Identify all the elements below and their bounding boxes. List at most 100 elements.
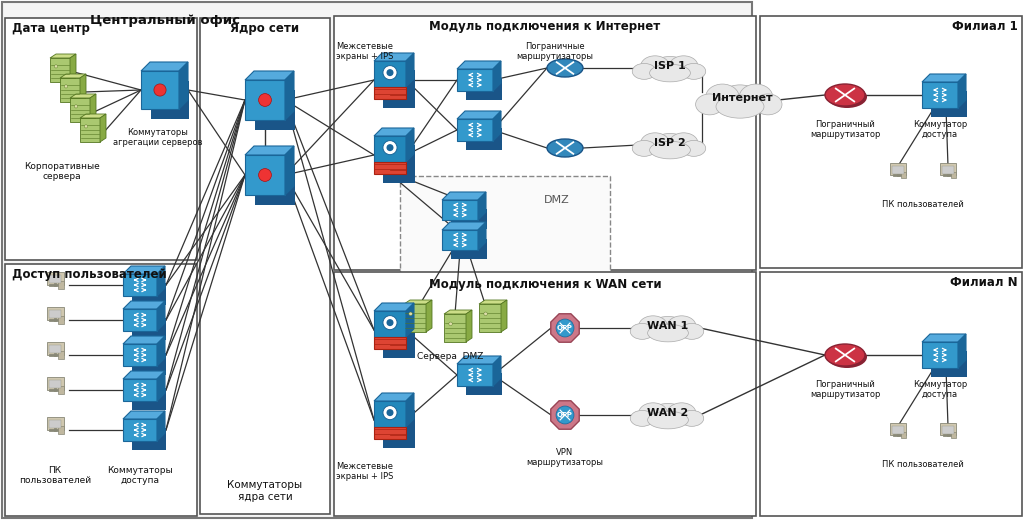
Ellipse shape bbox=[641, 133, 670, 153]
Circle shape bbox=[386, 144, 393, 151]
Polygon shape bbox=[157, 411, 165, 441]
Polygon shape bbox=[374, 53, 414, 61]
Text: Интернет: Интернет bbox=[712, 93, 772, 103]
Text: Межсетевые
экраны + IPS: Межсетевые экраны + IPS bbox=[336, 42, 393, 61]
Bar bbox=[942, 426, 953, 434]
Ellipse shape bbox=[825, 344, 865, 366]
Polygon shape bbox=[70, 54, 76, 82]
Polygon shape bbox=[90, 94, 96, 122]
Ellipse shape bbox=[680, 323, 703, 340]
Bar bbox=[760, 16, 1022, 268]
Ellipse shape bbox=[632, 63, 656, 80]
Text: ISP 1: ISP 1 bbox=[654, 61, 686, 71]
Polygon shape bbox=[493, 111, 501, 141]
Bar bbox=[46, 342, 63, 355]
Ellipse shape bbox=[639, 316, 668, 336]
Text: ISP 2: ISP 2 bbox=[654, 138, 686, 148]
Polygon shape bbox=[406, 303, 414, 337]
Bar bbox=[245, 80, 285, 120]
Circle shape bbox=[54, 65, 57, 68]
Bar bbox=[466, 373, 502, 395]
Polygon shape bbox=[374, 393, 414, 401]
Text: DMZ: DMZ bbox=[544, 195, 570, 205]
Circle shape bbox=[383, 140, 397, 154]
Circle shape bbox=[556, 319, 574, 337]
Text: ПК
пользователей: ПК пользователей bbox=[18, 466, 91, 485]
Bar bbox=[374, 311, 406, 337]
Bar bbox=[940, 423, 955, 435]
Bar bbox=[457, 119, 493, 141]
Text: Пограничный
маршрутизатор: Пограничный маршрутизатор bbox=[810, 120, 881, 139]
Circle shape bbox=[259, 94, 271, 107]
Text: VPN
маршрутизаторы: VPN маршрутизаторы bbox=[526, 448, 603, 467]
Bar bbox=[400, 176, 610, 361]
Ellipse shape bbox=[649, 64, 690, 82]
Polygon shape bbox=[922, 334, 966, 342]
Text: ПК пользователей: ПК пользователей bbox=[882, 200, 964, 209]
Bar bbox=[890, 423, 905, 435]
Ellipse shape bbox=[668, 403, 696, 423]
Polygon shape bbox=[157, 301, 165, 331]
Text: Коммутаторы
ядра сети: Коммутаторы ядра сети bbox=[227, 480, 302, 502]
Polygon shape bbox=[426, 300, 432, 332]
Bar bbox=[123, 419, 157, 441]
Bar bbox=[374, 136, 406, 162]
Polygon shape bbox=[157, 266, 165, 296]
Ellipse shape bbox=[706, 84, 739, 110]
Polygon shape bbox=[479, 300, 507, 304]
Circle shape bbox=[75, 105, 78, 108]
Polygon shape bbox=[157, 336, 165, 366]
Bar bbox=[50, 58, 70, 82]
Bar bbox=[374, 427, 406, 439]
Bar bbox=[5, 18, 197, 260]
Text: WAN 2: WAN 2 bbox=[647, 408, 688, 418]
Bar bbox=[374, 337, 406, 349]
Ellipse shape bbox=[695, 94, 724, 115]
Polygon shape bbox=[958, 74, 966, 108]
Ellipse shape bbox=[547, 59, 583, 77]
Polygon shape bbox=[466, 310, 472, 342]
Ellipse shape bbox=[668, 316, 696, 336]
Circle shape bbox=[556, 406, 574, 424]
Circle shape bbox=[386, 69, 393, 76]
Bar bbox=[132, 388, 166, 410]
Bar bbox=[466, 78, 502, 100]
Ellipse shape bbox=[670, 56, 698, 76]
Polygon shape bbox=[406, 128, 414, 162]
Bar bbox=[760, 272, 1022, 516]
Bar bbox=[200, 18, 330, 514]
Bar bbox=[58, 386, 65, 394]
Bar bbox=[123, 379, 157, 401]
Polygon shape bbox=[404, 300, 432, 304]
Polygon shape bbox=[123, 371, 165, 379]
Polygon shape bbox=[100, 114, 106, 142]
Text: Коммутаторы
агрегации серверов: Коммутаторы агрегации серверов bbox=[114, 128, 203, 147]
Ellipse shape bbox=[649, 404, 687, 426]
Text: Модуль подключения к Интернет: Модуль подключения к Интернет bbox=[429, 20, 660, 33]
Polygon shape bbox=[478, 222, 486, 250]
Circle shape bbox=[386, 319, 393, 326]
Ellipse shape bbox=[754, 94, 782, 115]
Polygon shape bbox=[80, 114, 106, 118]
Polygon shape bbox=[457, 61, 501, 69]
Bar bbox=[383, 70, 415, 108]
Bar bbox=[442, 200, 478, 220]
Text: Пограничный
маршрутизатор: Пограничный маршрутизатор bbox=[810, 380, 881, 399]
Circle shape bbox=[383, 406, 397, 420]
Bar bbox=[2, 2, 752, 518]
Bar bbox=[479, 304, 501, 332]
Ellipse shape bbox=[670, 133, 698, 153]
Polygon shape bbox=[493, 61, 501, 91]
Bar bbox=[245, 155, 285, 195]
Bar bbox=[451, 209, 487, 229]
Bar bbox=[60, 78, 80, 102]
Polygon shape bbox=[80, 74, 86, 102]
Ellipse shape bbox=[649, 141, 690, 159]
Ellipse shape bbox=[547, 139, 583, 157]
Ellipse shape bbox=[630, 410, 654, 426]
Bar bbox=[922, 342, 958, 368]
Polygon shape bbox=[457, 356, 501, 364]
Bar bbox=[5, 264, 197, 516]
Text: Ядро сети: Ядро сети bbox=[230, 22, 300, 35]
Bar bbox=[58, 352, 65, 359]
